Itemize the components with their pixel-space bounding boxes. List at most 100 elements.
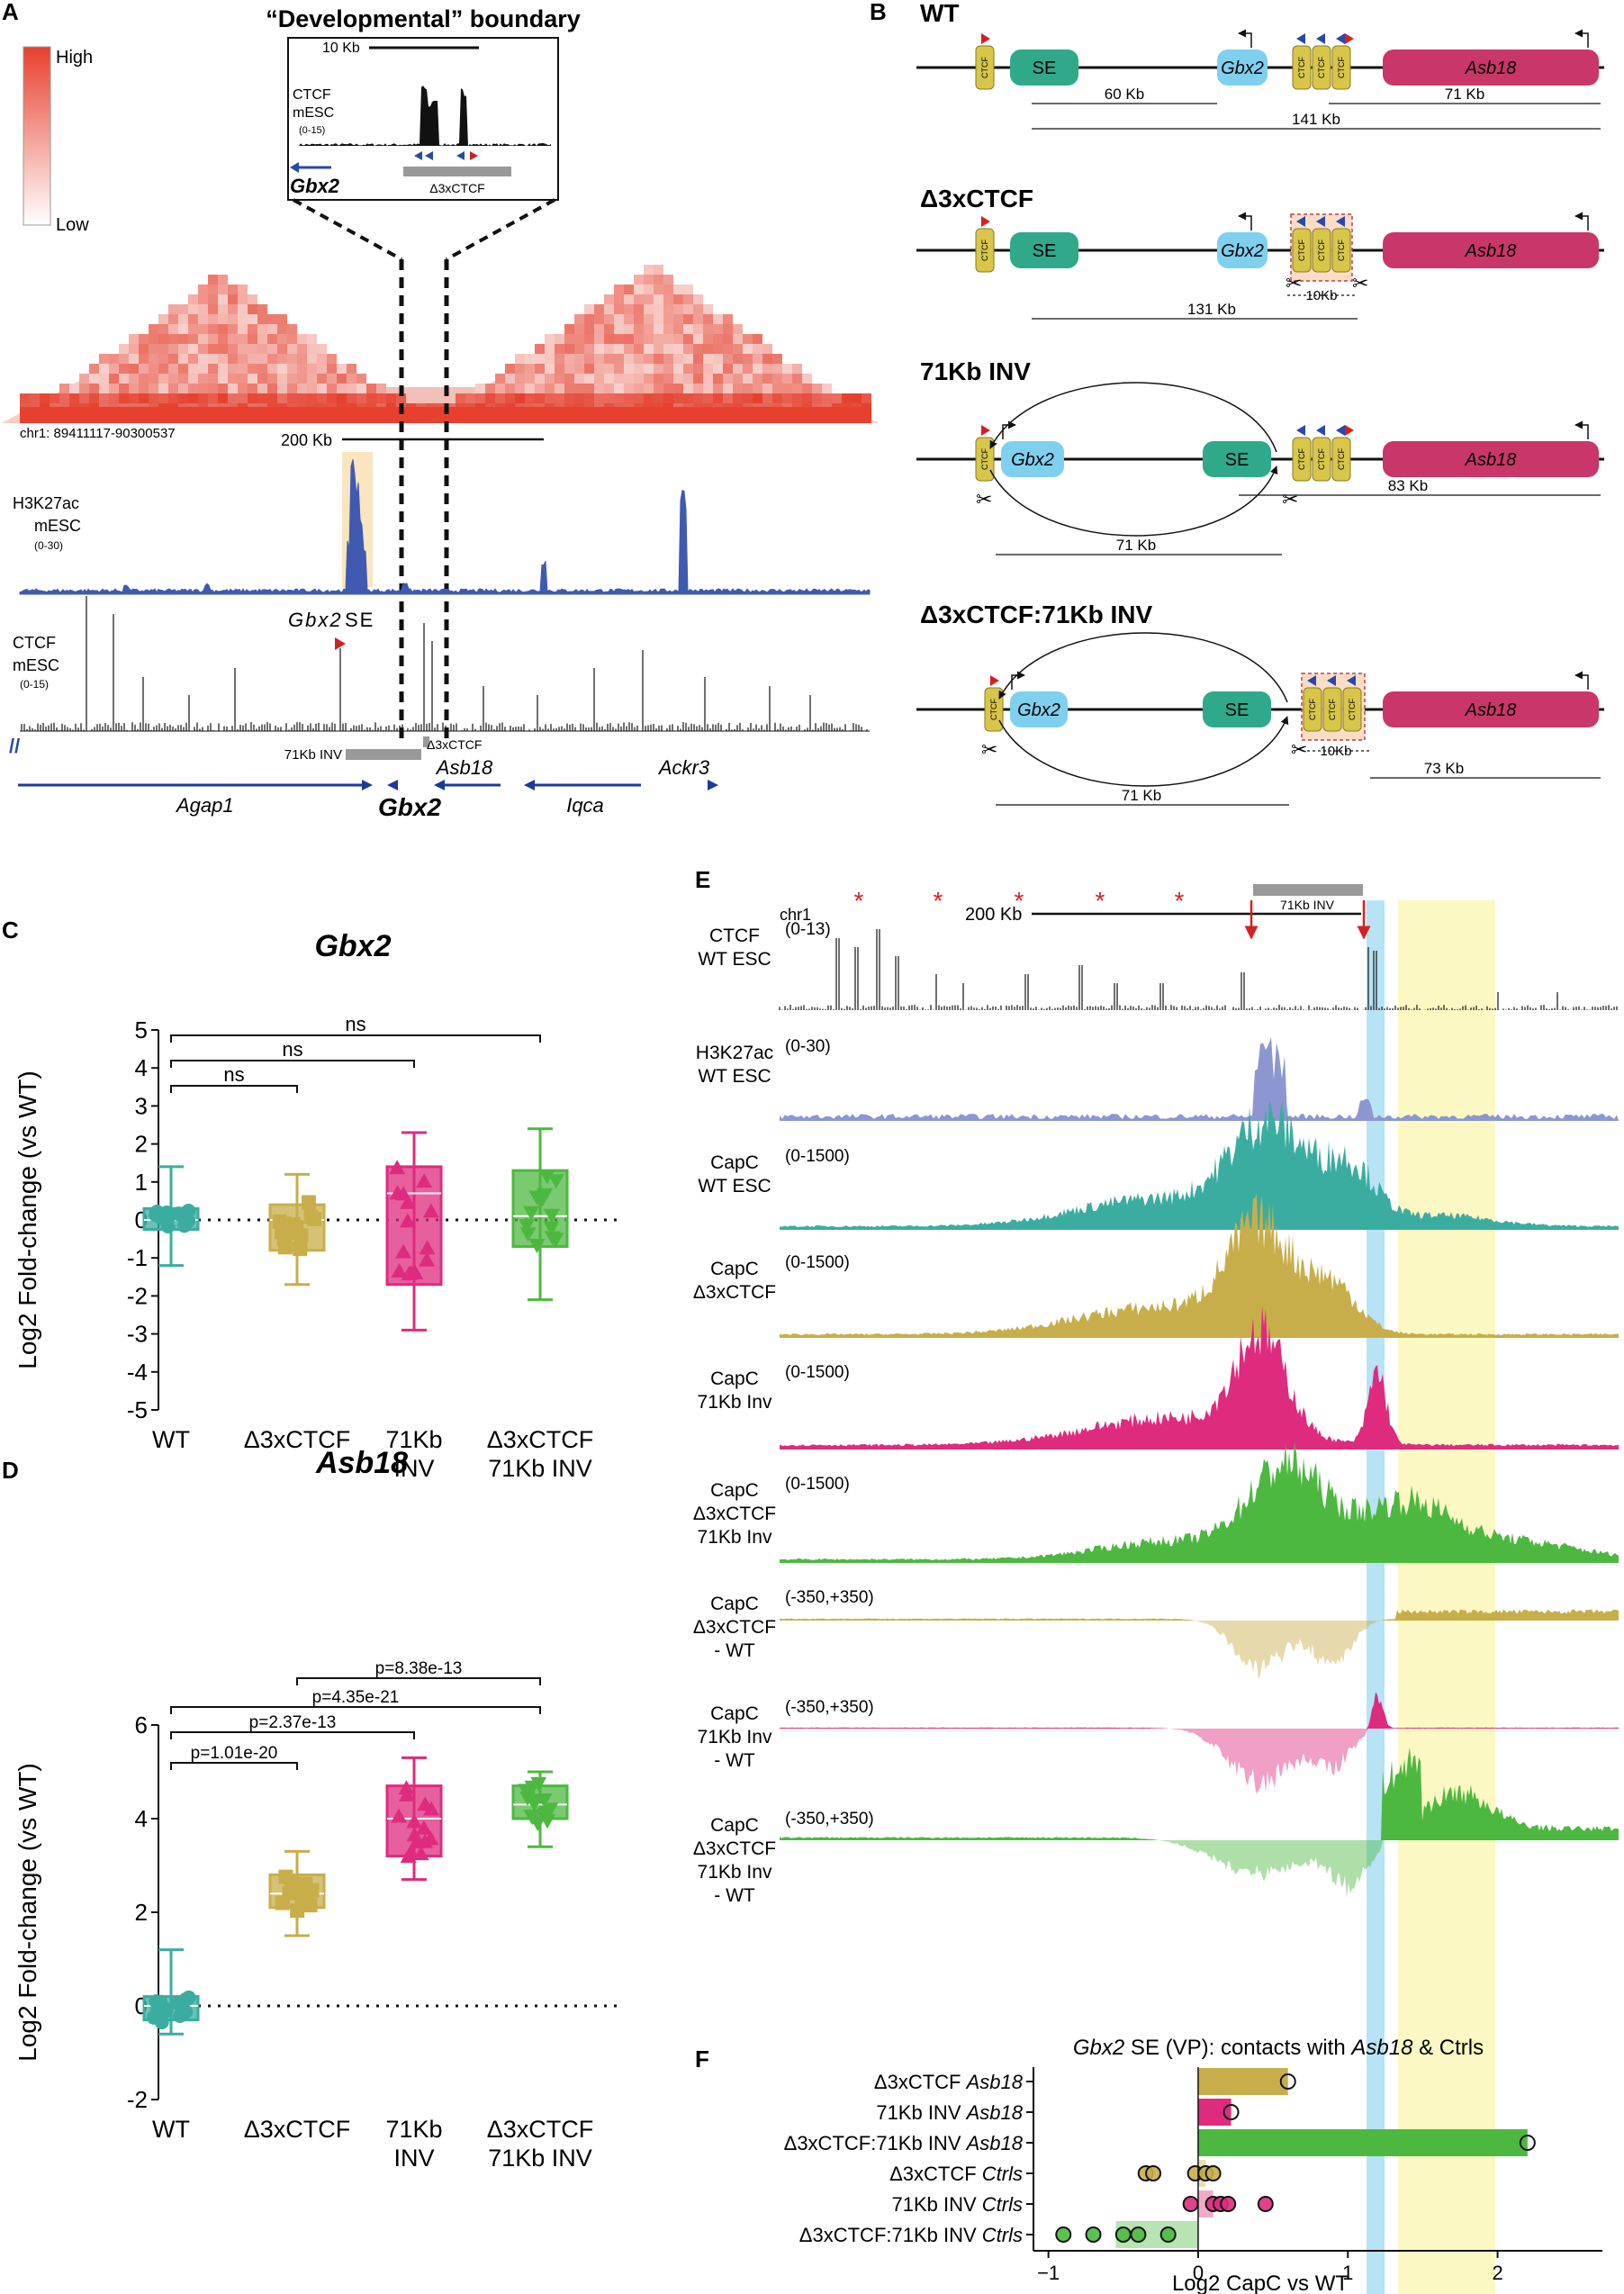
heatmap-cell	[248, 393, 257, 403]
heatmap-cell	[317, 344, 327, 354]
heatmap-cell	[356, 384, 366, 393]
heatmap-cell	[307, 344, 317, 354]
heatmap-cell	[772, 374, 782, 384]
heatmap-cell	[129, 344, 139, 354]
heatmap-cell	[248, 374, 257, 384]
heatmap-cell	[584, 324, 594, 334]
heatmap-cell	[178, 344, 188, 354]
panelC-xlabel-3: Δ3xCTCF	[487, 1426, 594, 1453]
heatmap-cell	[257, 384, 267, 393]
heatmap-cell	[59, 384, 69, 393]
f-point	[1223, 2104, 1240, 2120]
box-point	[301, 1195, 316, 1210]
heatmap-cell	[267, 374, 277, 384]
box-point	[293, 1228, 309, 1243]
b2-scissor-2: ✂	[1282, 488, 1298, 510]
b2-ctcf-4	[1331, 437, 1351, 482]
heatmap-cell	[139, 354, 149, 364]
heatmap-cell	[683, 324, 693, 334]
f-point	[1145, 2165, 1162, 2181]
heatmap-cell	[594, 384, 604, 393]
heatmap-cell	[703, 334, 713, 344]
heatmap-cell	[792, 374, 802, 384]
heatmap-cell	[574, 334, 584, 344]
heatmap-cell	[337, 384, 347, 393]
heatmap-cell	[614, 364, 624, 374]
heatmap-cell	[574, 314, 584, 324]
heatmap-cell	[703, 354, 713, 364]
heatmap-cell	[327, 384, 337, 393]
heatmap-cell	[168, 344, 178, 354]
heatmap-cell	[158, 324, 168, 334]
red-asterisk: *	[854, 887, 864, 915]
heatmap-cell	[515, 364, 525, 374]
heatmap-cell	[20, 393, 30, 403]
b1-ctcf-del-1-label: CTCF	[1317, 239, 1326, 261]
panel-f: F Gbx2 SE (VP): contacts with Asb18 & Ct…	[695, 2036, 1602, 2294]
e-track-label-1: CapC	[710, 1368, 759, 1389]
e-track-range: (0-30)	[785, 1037, 831, 1056]
panelD-xlabel-0: WT	[152, 2116, 190, 2143]
heatmap-cell	[208, 364, 218, 374]
f-bar	[1197, 2129, 1528, 2156]
heatmap-cell	[802, 393, 812, 403]
heatmap-cell	[277, 354, 287, 364]
heatmap-cell	[644, 284, 654, 294]
heatmap-cell	[703, 374, 713, 384]
heatmap-cell	[614, 314, 624, 324]
b1-ctcf-1-label: CTCF	[980, 239, 989, 261]
heatmap-cell	[753, 384, 762, 393]
heatmap-cell	[277, 344, 287, 354]
b1-ctcf-del-0-label: CTCF	[1297, 239, 1306, 261]
heatmap-cell	[168, 354, 178, 364]
heatmap-cell	[178, 393, 188, 403]
heatmap-cell	[257, 324, 267, 334]
heatmap-cell	[713, 393, 723, 403]
heatmap-cell	[178, 384, 188, 393]
heatmap-cell	[614, 324, 624, 334]
b1-ctcf-del-2-label: CTCF	[1337, 239, 1346, 261]
heatmap-cell	[792, 384, 802, 393]
heatmap-cell	[634, 344, 644, 354]
heatmap-cell	[248, 294, 257, 304]
heatmap-cell	[119, 384, 129, 393]
panelC-xlabel2-2: INV	[393, 1455, 434, 1482]
panelD-ytick-label: 2	[135, 1899, 148, 1926]
heatmap-cell	[624, 284, 634, 294]
heatmap-cell	[673, 364, 683, 374]
heatmap-cell	[753, 334, 762, 344]
heatmap-cell	[347, 393, 356, 403]
heatmap-cell	[594, 304, 604, 314]
f-category-label: Δ3xCTCF:71Kb INV Ctrls	[799, 2224, 1023, 2246]
heatmap-cell	[733, 334, 743, 344]
e-track-label-2: 71Kb Inv	[698, 1392, 772, 1413]
zoom-line-right	[446, 198, 555, 261]
inv-region-bar	[346, 749, 421, 760]
heatmap-cell	[624, 354, 634, 364]
heatmap-cell	[703, 364, 713, 374]
heatmap-cell	[149, 393, 158, 403]
heatmap-cell	[188, 304, 198, 314]
heatmap-cell	[208, 294, 218, 304]
e-track-label-3: 71Kb Inv	[698, 1527, 772, 1548]
b2-motif-red	[1345, 425, 1354, 436]
heatmap-cell	[663, 354, 673, 364]
b3-inv-arc-top	[998, 632, 1288, 703]
heatmap-cell	[594, 374, 604, 384]
f-point	[1130, 2226, 1147, 2243]
box-point	[542, 1802, 559, 1818]
heatmap-cell	[545, 374, 555, 384]
heatmap-cell	[218, 374, 228, 384]
panelC-xlabel2-3: 71Kb INV	[488, 1455, 592, 1482]
b1-ctcf-del-0	[1292, 228, 1312, 273]
heatmap-cell	[743, 393, 753, 403]
heatmap-cell	[693, 344, 703, 354]
panel-b-letter: B	[870, 0, 887, 25]
heatmap-cell	[584, 384, 594, 393]
f-title: Gbx2 SE (VP): contacts with Asb18 & Ctrl…	[1073, 2036, 1484, 2060]
heatmap-cell	[248, 334, 257, 344]
heatmap-cell	[634, 354, 644, 364]
heatmap-cell	[545, 384, 555, 393]
heatmap-cell	[654, 384, 663, 393]
heatmap-cell	[188, 314, 198, 324]
